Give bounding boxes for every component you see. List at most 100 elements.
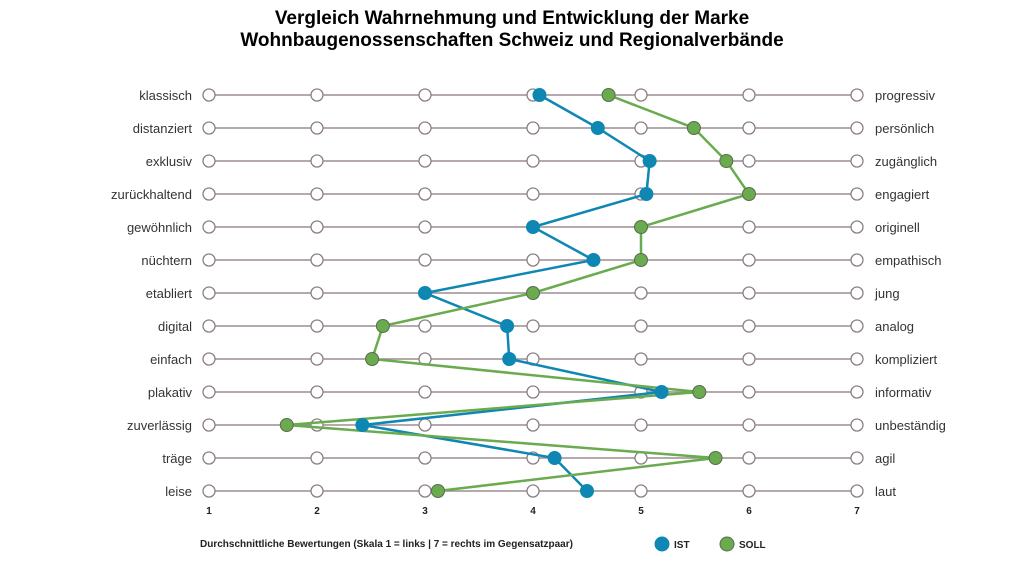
scale-point: [418, 121, 432, 135]
scale-point: [310, 187, 324, 201]
right-label: analog: [875, 319, 914, 334]
scale-point: [310, 319, 324, 333]
legend-marker-ist: [654, 536, 670, 552]
scale-point: [418, 385, 432, 399]
data-point-ist: [500, 319, 515, 333]
scale-point: [418, 484, 432, 498]
data-point-ist: [355, 418, 370, 432]
scale-point: [742, 286, 756, 300]
left-label: klassisch: [139, 88, 192, 103]
scale-point: [202, 319, 216, 333]
scale-point: [850, 187, 864, 201]
scale-point: [634, 319, 648, 333]
scale-point: [850, 352, 864, 366]
data-point-soll: [634, 253, 648, 267]
x-axis-label: Durchschnittliche Bewertungen (Skala 1 =…: [200, 539, 573, 550]
right-label: informativ: [875, 385, 932, 400]
scale-point: [742, 418, 756, 432]
data-point-ist: [418, 286, 432, 300]
data-point-soll: [526, 286, 540, 300]
chart-title-line-1: Vergleich Wahrnehmung und Entwicklung de…: [274, 8, 750, 29]
scale-point: [310, 451, 324, 465]
x-tick-label: 7: [854, 506, 860, 517]
scale-point: [850, 418, 864, 432]
scale-point: [742, 451, 756, 465]
data-point-ist: [639, 187, 654, 201]
chart-title-line-2: Wohnbaugenossenschaften Schweiz und Regi…: [240, 30, 784, 51]
left-label: plakativ: [148, 385, 193, 400]
scale-point: [742, 484, 756, 498]
scale-point: [526, 319, 540, 333]
scale-point: [202, 154, 216, 168]
right-label: zugänglich: [875, 154, 937, 169]
scale-point: [418, 88, 432, 102]
right-label: progressiv: [875, 88, 935, 103]
right-label: agil: [875, 451, 895, 466]
x-tick-label: 5: [638, 506, 644, 517]
data-point-soll: [430, 484, 445, 498]
x-tick-label: 6: [746, 506, 752, 517]
scale-point: [526, 154, 540, 168]
scale-point: [202, 418, 216, 432]
x-tick-label: 3: [422, 506, 428, 517]
scale-point: [310, 484, 324, 498]
scale-point: [850, 286, 864, 300]
data-point-soll: [279, 418, 294, 432]
left-label: zuverlässig: [127, 418, 192, 433]
scale-point: [742, 154, 756, 168]
right-label: empathisch: [875, 253, 941, 268]
scale-point: [202, 253, 216, 267]
data-point-ist: [586, 253, 601, 267]
data-point-soll: [601, 88, 616, 102]
scale-point: [742, 319, 756, 333]
data-point-soll: [375, 319, 390, 333]
right-label: engagiert: [875, 187, 930, 202]
scale-point: [418, 154, 432, 168]
right-label: unbeständig: [875, 418, 946, 433]
scale-point: [202, 286, 216, 300]
data-point-soll: [708, 451, 723, 465]
scale-point: [850, 154, 864, 168]
scale-point: [742, 385, 756, 399]
data-point-soll: [719, 154, 734, 168]
chart-title: Vergleich Wahrnehmung und Entwicklung de…: [0, 8, 1024, 52]
scale-point: [202, 187, 216, 201]
scale-point: [742, 121, 756, 135]
scale-point: [202, 484, 216, 498]
scale-point: [526, 385, 540, 399]
scale-point: [310, 385, 324, 399]
scale-point: [202, 220, 216, 234]
scale-point: [418, 451, 432, 465]
left-label: nüchtern: [141, 253, 192, 268]
scale-point: [418, 187, 432, 201]
scale-point: [310, 286, 324, 300]
scale-point: [742, 88, 756, 102]
scale-point: [310, 121, 324, 135]
scale-point: [634, 352, 648, 366]
data-point-ist: [642, 154, 657, 168]
scale-point: [310, 352, 324, 366]
x-tick-label: 2: [314, 506, 320, 517]
scale-point: [418, 418, 432, 432]
data-point-ist: [526, 220, 540, 234]
right-label: jung: [874, 286, 900, 301]
scale-point: [850, 451, 864, 465]
data-point-ist: [654, 385, 669, 399]
scale-point: [634, 418, 648, 432]
scale-point: [850, 484, 864, 498]
scale-point: [202, 88, 216, 102]
scale-point: [526, 121, 540, 135]
scale-point: [850, 88, 864, 102]
legend-label-soll: SOLL: [739, 540, 766, 551]
scale-point: [526, 253, 540, 267]
scale-point: [526, 418, 540, 432]
data-point-soll: [742, 187, 756, 201]
data-point-soll: [365, 352, 380, 366]
scale-point: [850, 121, 864, 135]
right-label: kompliziert: [875, 352, 938, 367]
x-tick-label: 4: [530, 506, 536, 517]
right-label: originell: [875, 220, 920, 235]
left-label: träge: [162, 451, 192, 466]
scale-point: [526, 484, 540, 498]
